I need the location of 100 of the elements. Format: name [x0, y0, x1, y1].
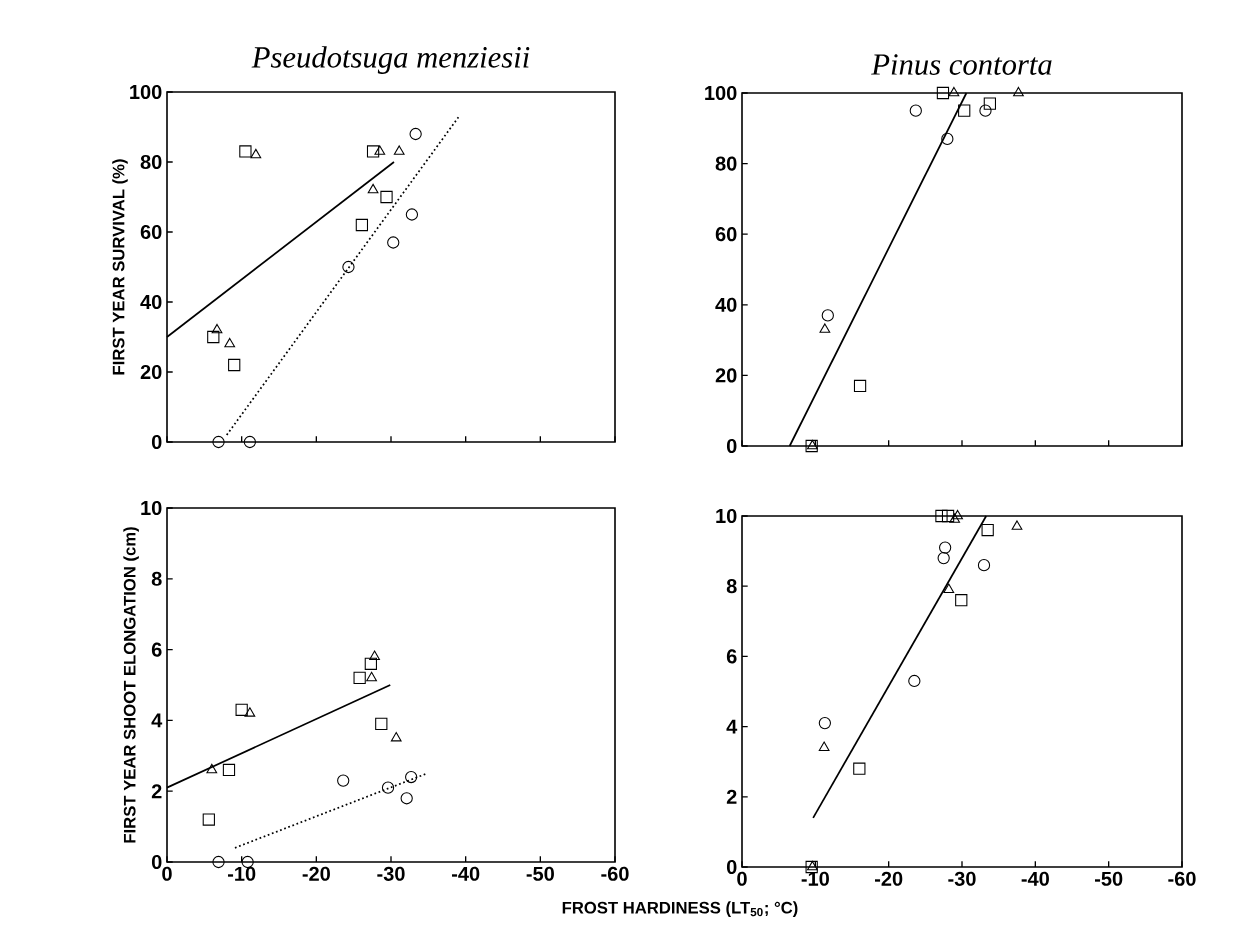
x-axis-title: FROST HARDINESS (LT$_{50}$; °C)	[562, 901, 798, 917]
point	[908, 674, 921, 688]
point	[212, 435, 225, 449]
point	[818, 716, 832, 730]
point	[228, 358, 241, 372]
point	[943, 583, 955, 594]
x-tick-label: -20	[874, 871, 903, 886]
x-tick-label: -10	[227, 866, 256, 881]
point	[393, 145, 405, 155]
point	[941, 509, 955, 523]
y-tick-label: 80	[715, 156, 737, 171]
point	[375, 717, 388, 731]
x-tick-label: 0	[162, 866, 172, 881]
y-tick-label: 100	[130, 84, 162, 100]
x-tick-label: -60	[1168, 871, 1196, 886]
x-tick-label: -30	[948, 871, 976, 886]
point	[941, 132, 954, 146]
point	[405, 770, 418, 784]
x-tick-label: -10	[801, 871, 829, 886]
point	[244, 707, 256, 717]
point	[939, 541, 952, 554]
point	[342, 260, 355, 274]
point	[380, 190, 393, 204]
point	[353, 671, 366, 685]
point	[366, 145, 380, 158]
point	[374, 145, 386, 155]
point	[222, 763, 236, 777]
x-tick-label: -60	[601, 866, 629, 881]
point	[369, 650, 380, 661]
point	[364, 657, 377, 670]
point	[1013, 86, 1024, 97]
point	[367, 183, 379, 194]
y-tick-label: 6	[151, 642, 162, 657]
y-tick-label: 20	[715, 368, 737, 383]
y-tick-label: 6	[726, 649, 737, 664]
y-axis-title: FIRST YEAR SHOOT ELONGATION (cm)	[123, 527, 139, 843]
y-tick-label: 10	[716, 508, 737, 524]
point	[955, 594, 968, 607]
point	[366, 671, 377, 682]
point	[405, 208, 419, 221]
point	[381, 781, 395, 794]
x-tick-label: -30	[377, 866, 405, 881]
point	[952, 509, 963, 520]
y-tick-label: 4	[151, 713, 163, 728]
point	[853, 379, 867, 393]
point	[853, 762, 866, 775]
point	[979, 104, 992, 117]
point	[202, 813, 215, 826]
point	[819, 323, 831, 333]
point	[983, 97, 997, 110]
point	[250, 148, 262, 159]
point	[948, 86, 960, 97]
y-tick-label: 100	[705, 85, 737, 101]
point	[207, 330, 220, 344]
y-tick-label: 4	[726, 719, 738, 734]
y-tick-label: 10	[141, 500, 162, 516]
y-tick-label: 0	[151, 854, 162, 870]
point	[949, 513, 961, 523]
x-tick-label: -50	[1094, 871, 1123, 886]
point	[409, 127, 422, 141]
point	[909, 104, 922, 117]
x-tick-label: -50	[526, 866, 554, 881]
x-tick-label: 0	[737, 871, 747, 886]
point	[936, 86, 950, 100]
point	[977, 559, 991, 572]
point	[935, 509, 948, 523]
y-tick-label: 40	[140, 294, 162, 310]
y-tick-label: 60	[715, 227, 737, 242]
point	[337, 774, 350, 787]
y-tick-label: 40	[715, 297, 737, 312]
point	[212, 855, 225, 869]
y-tick-label: 80	[140, 154, 162, 170]
point	[206, 763, 218, 774]
y-tick-label: 8	[151, 571, 162, 586]
y-tick-label: 2	[726, 789, 737, 804]
chart-title: Pinus contorta	[871, 54, 1052, 75]
point	[400, 792, 413, 805]
y-tick-label: 8	[726, 579, 737, 594]
point	[224, 337, 236, 348]
point	[387, 236, 400, 249]
point	[818, 741, 830, 751]
y-tick-label: 20	[140, 364, 162, 380]
point	[1011, 520, 1023, 530]
y-tick-label: 0	[151, 434, 162, 450]
point	[355, 218, 369, 232]
x-tick-label: -40	[1021, 871, 1049, 886]
point	[243, 435, 257, 449]
point	[981, 523, 994, 537]
point	[821, 309, 834, 322]
point	[239, 145, 252, 158]
y-axis-title: FIRST YEAR SURVIVAL (%)	[112, 159, 128, 375]
x-tick-label: -20	[302, 866, 330, 881]
point	[235, 703, 248, 716]
point	[390, 731, 402, 742]
point	[937, 551, 950, 565]
point	[958, 104, 971, 117]
x-tick-label: -40	[451, 866, 480, 881]
y-tick-label: 60	[140, 224, 162, 240]
point	[211, 323, 223, 334]
chart-title: Pseudotsuga menziesii	[251, 46, 530, 74]
